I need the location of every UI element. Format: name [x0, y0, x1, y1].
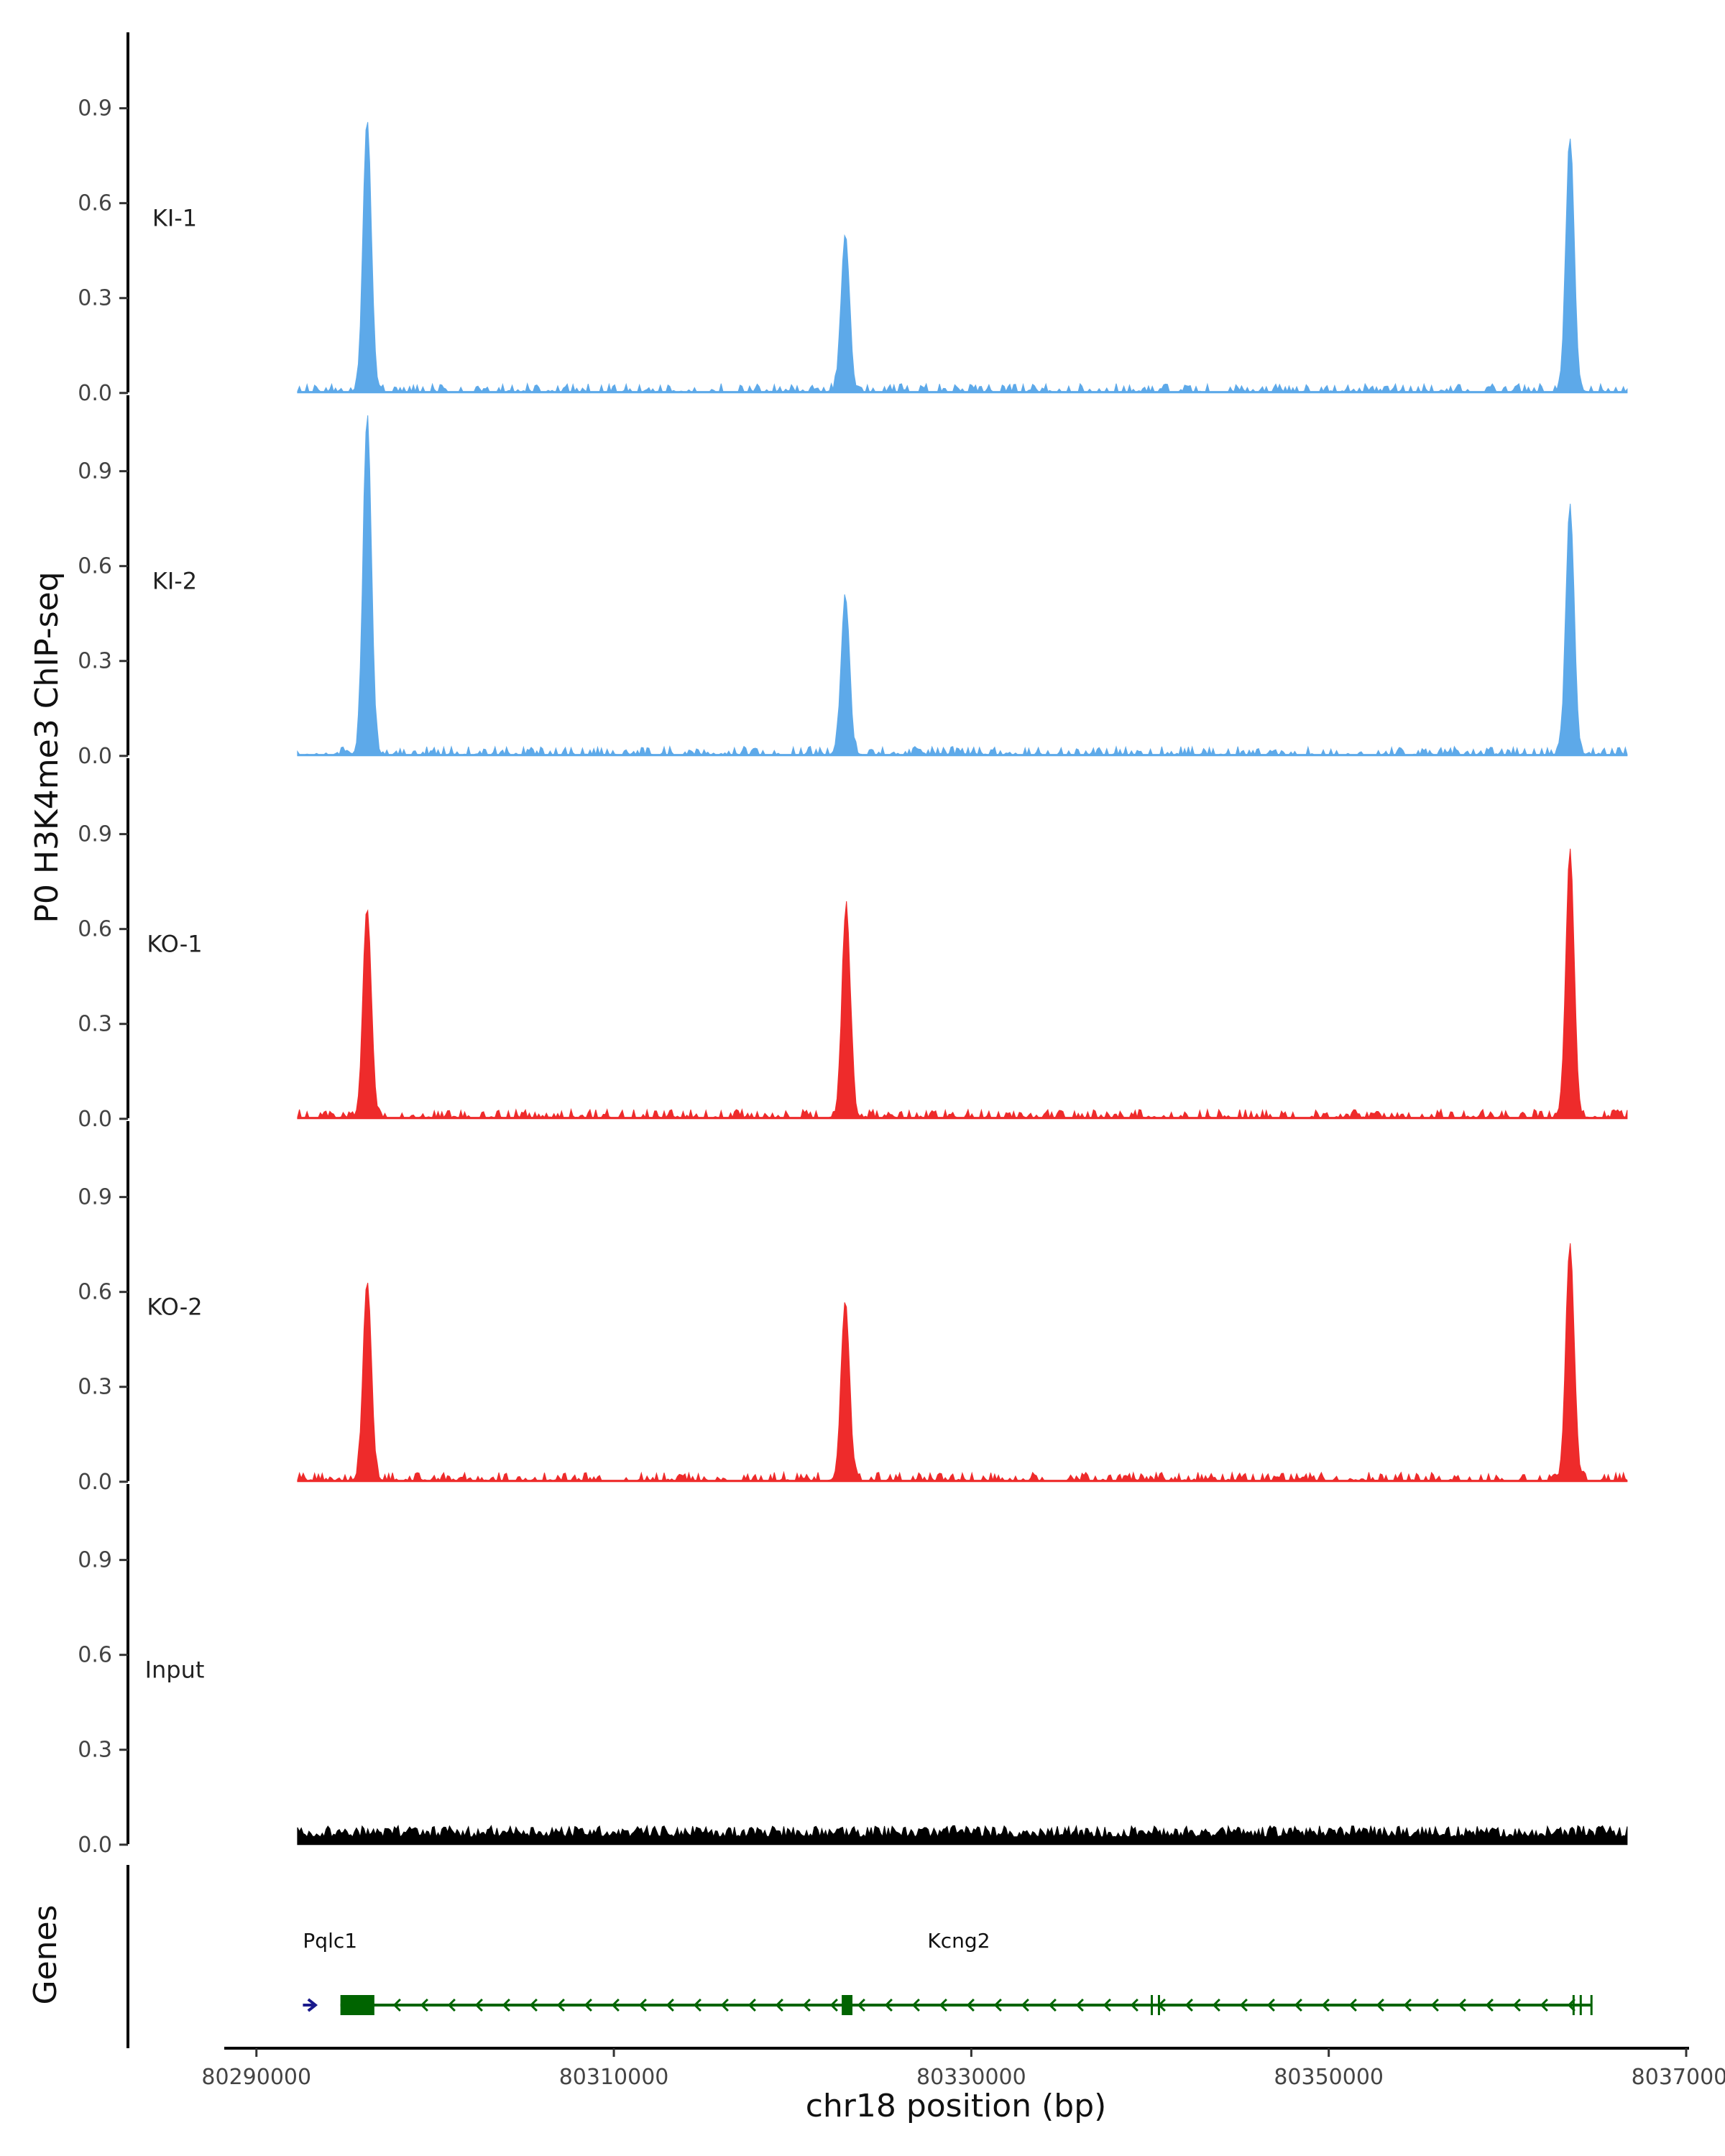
signal-area-ki-1	[297, 121, 1628, 394]
gene-strand-chevron-kcng2	[939, 1998, 947, 2012]
gene-strand-chevron-kcng2	[584, 1998, 592, 2012]
x-tick-label-0: 80290000	[201, 2065, 311, 2090]
gene-strand-chevron-kcng2	[693, 1998, 702, 2012]
y-tick-label-ko-1-2: 0.6	[78, 917, 112, 942]
y-tick-label-ko-1-0: 0.0	[78, 1107, 112, 1132]
gene-strand-chevron-kcng2	[1430, 1998, 1439, 2012]
gene-strand-chevron-kcng2	[1130, 1998, 1138, 2012]
x-tick-label-1: 80310000	[559, 2065, 669, 2090]
gene-strand-chevron-kcng2	[611, 1998, 620, 2012]
y-tick-label-input-2: 0.6	[78, 1643, 112, 1668]
gene-strand-chevron-kcng2	[420, 1998, 428, 2012]
gene-strand-chevron-kcng2	[1376, 1998, 1384, 2012]
track-label-ko-1: KO-1	[147, 931, 202, 958]
y-tick-label-ki-2-0: 0.0	[78, 744, 112, 769]
gene-label-pqlc1: Pqlc1	[303, 1929, 357, 1953]
gene-strand-chevron-kcng2	[1239, 1998, 1248, 2012]
gene-strand-chevron-kcng2	[1348, 1998, 1357, 2012]
gene-strand-chevron-kcng2	[829, 1998, 838, 2012]
y-tick-label-ko-1-1: 0.3	[78, 1012, 112, 1037]
gene-strand-chevron-kcng2	[1021, 1998, 1029, 2012]
gene-strand-chevron-kcng2	[993, 1998, 1002, 2012]
gene-strand-chevron-kcng2	[1266, 1998, 1275, 2012]
gene-exon-kcng2-1	[842, 1995, 853, 2015]
gene-strand-chevron-kcng2	[1512, 1998, 1521, 2012]
y-tick-label-input-0: 0.0	[78, 1833, 112, 1858]
gene-strand-chevron-kcng2	[392, 1998, 401, 2012]
gene-strand-chevron-kcng2	[1540, 1998, 1548, 2012]
gene-strand-chevron-kcng2	[638, 1998, 647, 2012]
gene-strand-chevron-kcng2	[1048, 1998, 1057, 2012]
track-label-ko-2: KO-2	[147, 1294, 202, 1321]
gene-strand-chevron-kcng2	[529, 1998, 538, 2012]
gene-strand-chevron-kcng2	[720, 1998, 729, 2012]
gene-strand-chevron-kcng2	[775, 1998, 783, 2012]
gene-strand-chevron-kcng2	[802, 1998, 811, 2012]
x-tick-label-3: 80350000	[1274, 2065, 1384, 2090]
y-tick-label-ki-1-2: 0.6	[78, 191, 112, 216]
x-tick-label-4: 80370000	[1632, 2065, 1725, 2090]
y-tick-label-input-1: 0.3	[78, 1738, 112, 1763]
y-tick-label-ki-2-3: 0.9	[78, 459, 112, 484]
gene-strand-chevron-kcng2	[1458, 1998, 1466, 2012]
gene-strand-chevron-kcng2	[966, 1998, 975, 2012]
x-axis-title: chr18 position (bp)	[806, 2088, 1107, 2124]
gene-strand-chevron-kcng2	[1184, 1998, 1193, 2012]
gene-strand-chevron-kcng2	[447, 1998, 456, 2012]
gene-exon-kcng2-0	[340, 1995, 374, 2015]
y-tick-label-input-3: 0.9	[78, 1548, 112, 1573]
gene-strand-arrow-pqlc1	[307, 1998, 318, 2012]
y-tick-label-ki-1-3: 0.9	[78, 96, 112, 121]
gene-strand-chevron-kcng2	[474, 1998, 483, 2012]
y-tick-label-ki-1-1: 0.3	[78, 286, 112, 311]
signal-area-ki-2	[297, 415, 1628, 757]
y-tick-label-ki-2-1: 0.3	[78, 649, 112, 674]
track-label-ki-1: KI-1	[152, 205, 197, 232]
gene-strand-chevron-kcng2	[911, 1998, 920, 2012]
track-label-input: Input	[145, 1657, 205, 1684]
gene-strand-chevron-kcng2	[1075, 1998, 1084, 2012]
plot-layer: 0.0 0.3 0.6 0.9 KI-1 0.0 0.3 0.6 0.9 KI-2 0.0 0.3 0.…	[78, 32, 1725, 2090]
y-tick-label-ko-2-1: 0.3	[78, 1375, 112, 1400]
gene-strand-chevron-kcng2	[556, 1998, 565, 2012]
gene-strand-chevron-kcng2	[857, 1998, 865, 2012]
gene-strand-chevron-kcng2	[1403, 1998, 1412, 2012]
y-tick-label-ko-2-0: 0.0	[78, 1470, 112, 1495]
gene-strand-chevron-kcng2	[1485, 1998, 1494, 2012]
y-tick-label-ko-2-3: 0.9	[78, 1185, 112, 1210]
signal-area-ko-1	[297, 848, 1628, 1120]
y-tick-label-ko-2-2: 0.6	[78, 1280, 112, 1305]
gene-strand-chevron-kcng2	[502, 1998, 510, 2012]
track-label-ki-2: KI-2	[152, 568, 197, 595]
signal-area-ko-2	[297, 1243, 1628, 1483]
x-tick-label-2: 80330000	[916, 2065, 1026, 2090]
y-tick-label-ki-1-0: 0.0	[78, 381, 112, 406]
signal-area-input	[297, 1824, 1628, 1846]
y-tick-label-ko-1-3: 0.9	[78, 822, 112, 847]
genes-track-title: Genes	[27, 1904, 64, 2004]
y-tick-label-ki-2-2: 0.6	[78, 554, 112, 579]
gene-label-kcng2: Kcng2	[927, 1929, 990, 1953]
gene-strand-chevron-kcng2	[1321, 1998, 1330, 2012]
gene-strand-chevron-kcng2	[1103, 1998, 1111, 2012]
gene-strand-chevron-kcng2	[884, 1998, 893, 2012]
gene-strand-chevron-kcng2	[1212, 1998, 1220, 2012]
gene-strand-chevron-kcng2	[666, 1998, 674, 2012]
y-axis-title: P0 H3K4me3 ChIP-seq	[29, 571, 65, 923]
gene-strand-chevron-kcng2	[1294, 1998, 1302, 2012]
gene-strand-chevron-kcng2	[748, 1998, 756, 2012]
